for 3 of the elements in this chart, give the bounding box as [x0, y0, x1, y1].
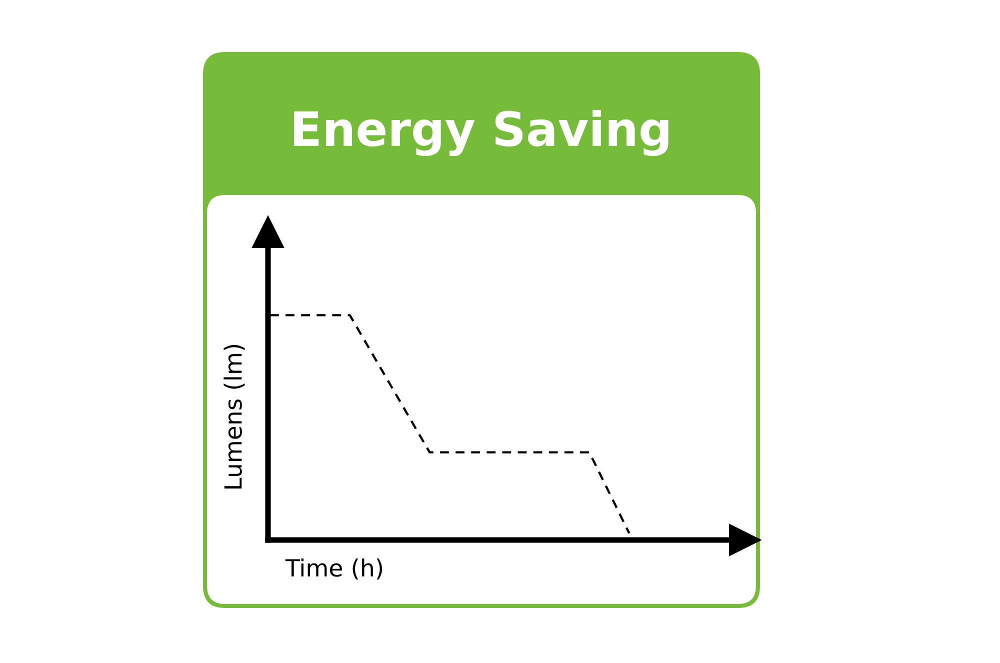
x-axis-title: Time (h) [285, 558, 382, 580]
chart-title: Energy Saving [294, 110, 668, 156]
y-axis-title: Lumens (lm) [224, 344, 245, 488]
